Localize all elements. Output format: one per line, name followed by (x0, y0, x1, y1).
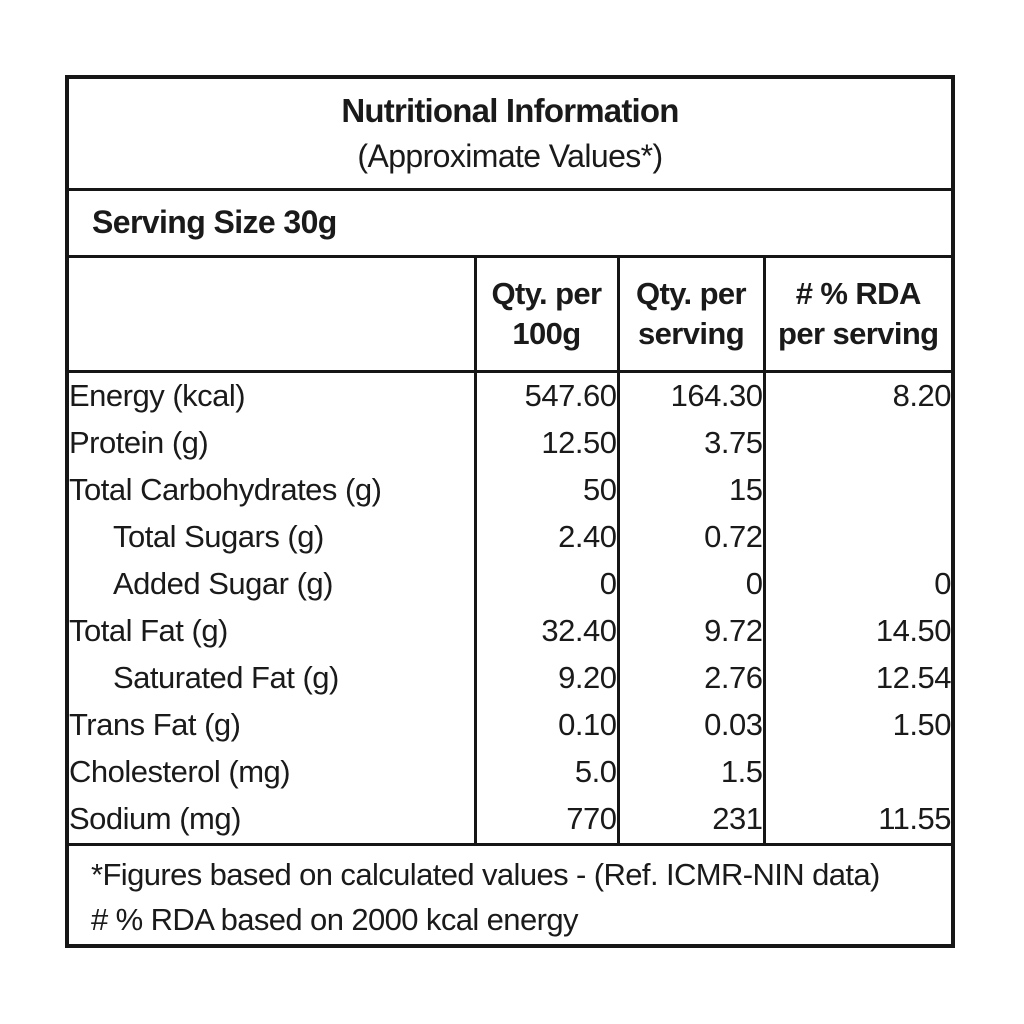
nutrient-label: Sodium (mg) (69, 801, 241, 836)
rda-per-serving-value: 11.55 (762, 795, 951, 843)
table-row-saturated-fat: Saturated Fat (g) 9.20 2.76 12.54 (69, 654, 951, 702)
qty-per-100g-value: 770 (473, 795, 618, 843)
qty-per-serving-value: 0 (616, 560, 764, 608)
table-row-energy: Energy (kcal) 547.60 164.30 8.20 (69, 371, 951, 420)
nutrient-label: Saturated Fat (g) (113, 660, 339, 695)
qty-per-100g-value: 5.0 (473, 748, 618, 796)
qty-per-serving-value: 0.72 (616, 513, 764, 561)
column-header-rda-per-serving-line1: # % RDA (795, 275, 922, 311)
rda-per-serving-value (762, 466, 951, 514)
nutrient-label: Added Sugar (g) (113, 566, 333, 601)
table-row-sodium: Sodium (mg) 770 231 11.55 (69, 795, 951, 843)
qty-per-100g-value: 9.20 (473, 654, 618, 702)
column-header-qty-per-100g-line1: Qty. per (491, 275, 602, 311)
column-header-nutrient-empty (69, 258, 475, 373)
qty-per-serving-value: 0.03 (616, 701, 764, 749)
qty-per-serving-value: 3.75 (616, 419, 764, 467)
qty-per-serving-value: 231 (616, 795, 764, 843)
qty-per-serving-value: 164.30 (616, 371, 764, 420)
column-header-row: Qty. per 100g Qty. per serving # % RDA p… (69, 258, 951, 373)
footnotes: *Figures based on calculated values - (R… (69, 842, 951, 942)
qty-per-100g-value: 0.10 (473, 701, 618, 749)
footnote-figures: *Figures based on calculated values - (R… (91, 856, 880, 892)
qty-per-100g-value: 50 (473, 466, 618, 514)
nutrient-label: Protein (g) (69, 425, 209, 460)
table-row-added-sugar: Added Sugar (g) 0 0 0 (69, 560, 951, 608)
column-header-rda-per-serving-line2: per serving (777, 315, 939, 351)
table-row-total-fat: Total Fat (g) 32.40 9.72 14.50 (69, 607, 951, 655)
nutrient-label: Total Fat (g) (69, 613, 228, 648)
rda-per-serving-value: 0 (762, 560, 951, 608)
rda-per-serving-value: 12.54 (762, 654, 951, 702)
table-row-protein: Protein (g) 12.50 3.75 (69, 419, 951, 467)
qty-per-100g-value: 12.50 (473, 419, 618, 467)
nutrient-label: Total Sugars (g) (113, 519, 324, 554)
rda-per-serving-value: 8.20 (762, 371, 951, 420)
column-header-qty-per-serving: Qty. per serving (616, 258, 764, 373)
label-title: Nutritional Information (341, 92, 679, 129)
table-row-total-sugars: Total Sugars (g) 2.40 0.72 (69, 513, 951, 561)
label-header: Nutritional Information (Approximate Val… (69, 79, 951, 191)
footnote-rda: # % RDA based on 2000 kcal energy (91, 901, 578, 937)
qty-per-serving-value: 9.72 (616, 607, 764, 655)
column-header-rda-per-serving: # % RDA per serving (762, 258, 951, 373)
nutrient-label: Energy (kcal) (69, 378, 246, 413)
qty-per-100g-value: 0 (473, 560, 618, 608)
table-row-total-carbohydrates: Total Carbohydrates (g) 50 15 (69, 466, 951, 514)
column-header-qty-per-100g-line2: 100g (512, 315, 581, 351)
rda-per-serving-value (762, 748, 951, 796)
rda-per-serving-value (762, 419, 951, 467)
nutrient-label: Cholesterol (mg) (69, 754, 291, 789)
qty-per-serving-value: 15 (616, 466, 764, 514)
nutrient-label: Trans Fat (g) (69, 707, 241, 742)
column-header-qty-per-serving-line1: Qty. per (635, 275, 747, 311)
nutrition-label: Nutritional Information (Approximate Val… (65, 75, 955, 948)
qty-per-100g-value: 547.60 (473, 371, 618, 420)
nutrient-label: Total Carbohydrates (g) (69, 472, 382, 507)
qty-per-100g-value: 32.40 (473, 607, 618, 655)
column-header-qty-per-100g: Qty. per 100g (473, 258, 618, 373)
label-subtitle: (Approximate Values*) (357, 138, 663, 174)
column-header-qty-per-serving-line2: serving (637, 315, 745, 351)
qty-per-100g-value: 2.40 (473, 513, 618, 561)
table-row-trans-fat: Trans Fat (g) 0.10 0.03 1.50 (69, 701, 951, 749)
rda-per-serving-value: 1.50 (762, 701, 951, 749)
rda-per-serving-value: 14.50 (762, 607, 951, 655)
nutrition-table: Qty. per 100g Qty. per serving # % RDA p… (69, 258, 951, 843)
rda-per-serving-value (762, 513, 951, 561)
qty-per-serving-value: 2.76 (616, 654, 764, 702)
table-row-cholesterol: Cholesterol (mg) 5.0 1.5 (69, 748, 951, 796)
qty-per-serving-value: 1.5 (616, 748, 764, 796)
serving-size-text: Serving Size 30g (69, 191, 951, 258)
